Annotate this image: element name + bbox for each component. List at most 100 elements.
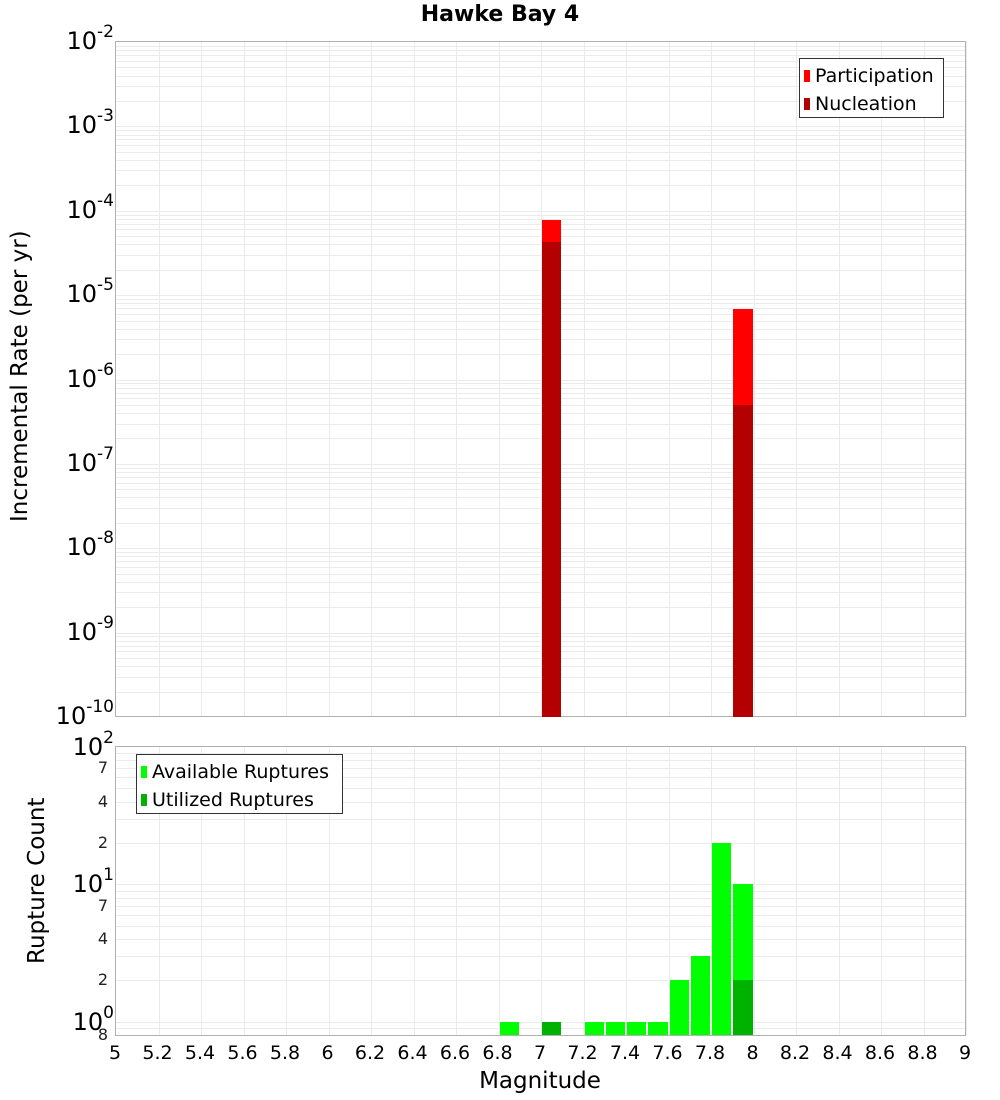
gridline (116, 303, 965, 304)
gridline (116, 552, 965, 553)
gridline (116, 636, 965, 637)
legend-item-available: Available Ruptures (141, 758, 334, 786)
gridline (116, 135, 965, 136)
gridline (116, 229, 965, 230)
y-tick-label: 10-9 (40, 618, 114, 646)
gridline (116, 308, 965, 309)
gridline (116, 472, 965, 473)
gridline (116, 582, 965, 583)
x-tick-label: 9 (940, 1042, 990, 1064)
gridline (116, 666, 965, 667)
bar-available-ruptures (627, 1022, 646, 1035)
gridline (116, 388, 965, 389)
legend-label: Available Ruptures (152, 761, 329, 783)
legend-label: Nucleation (815, 93, 917, 115)
gridline (116, 646, 965, 647)
participation-swatch-icon (804, 70, 810, 82)
gridline (116, 898, 965, 899)
gridline (116, 270, 965, 271)
y-tick-label: 10-7 (40, 449, 114, 477)
gridline (116, 939, 965, 940)
gridline (116, 160, 965, 161)
gridline (116, 884, 965, 885)
gridline (116, 55, 965, 56)
gridline (116, 215, 965, 216)
bar-available-ruptures (691, 956, 710, 1035)
bar-available-ruptures (585, 1022, 604, 1035)
gridline (116, 477, 965, 478)
gridline (116, 956, 965, 957)
gridline (116, 658, 965, 659)
gridline (116, 405, 965, 406)
gridline (116, 314, 965, 315)
y-minor-tick-label: 7 (80, 896, 108, 915)
gridline (116, 607, 965, 608)
bar-available-ruptures (500, 1022, 519, 1035)
y-tick-label: 10-8 (40, 533, 114, 561)
gridline (116, 819, 965, 820)
gridline (116, 211, 965, 212)
gridline (116, 926, 965, 927)
gridline (116, 393, 965, 394)
legend-label: Utilized Ruptures (152, 789, 314, 811)
gridline (116, 329, 965, 330)
y-minor-tick-label: 4 (80, 929, 108, 948)
gridline (116, 651, 965, 652)
gridline (116, 1028, 965, 1029)
gridline (116, 255, 965, 256)
y-minor-tick-label: 7 (80, 758, 108, 777)
y-tick-label: 10-6 (40, 365, 114, 393)
x-axis-label: Magnitude (0, 1068, 1000, 1094)
utilized-swatch-icon (141, 794, 147, 806)
gridline (116, 380, 965, 381)
gridline (116, 438, 965, 439)
gridline (116, 50, 965, 51)
gridline (116, 508, 965, 509)
gridline (116, 145, 965, 146)
gridline (116, 464, 965, 465)
bottom-y-axis-label: Rupture Count (24, 814, 50, 964)
bar-utilized-ruptures (542, 1022, 561, 1035)
gridline (116, 906, 965, 907)
gridline (116, 244, 965, 245)
gridline (116, 556, 965, 557)
top-legend: Participation Nucleation (799, 58, 944, 118)
gridline (116, 483, 965, 484)
bar-available-ruptures (648, 1022, 667, 1035)
nucleation-swatch-icon (804, 98, 810, 110)
bar-nucleation (542, 242, 561, 717)
y-tick-label: 10-4 (40, 196, 114, 224)
gridline (116, 152, 965, 153)
gridline (116, 130, 965, 131)
y-tick-label: 10-10 (40, 702, 114, 730)
gridline (116, 46, 965, 47)
gridline (116, 170, 965, 171)
gridline (116, 497, 965, 498)
top-plot-area (115, 41, 966, 717)
gridline (116, 891, 965, 892)
gridline (116, 224, 965, 225)
y-minor-tick-label: 2 (80, 833, 108, 852)
gridline (966, 42, 967, 716)
legend-item-participation: Participation (804, 62, 935, 90)
bar-available-ruptures (712, 843, 731, 1035)
gridline (116, 236, 965, 237)
gridline (116, 561, 965, 562)
gridline (116, 915, 965, 916)
y-tick-label: 10-2 (40, 27, 114, 55)
gridline (116, 413, 965, 414)
gridline (116, 219, 965, 220)
gridline (116, 574, 965, 575)
bar-available-ruptures (670, 980, 689, 1035)
gridline (116, 424, 965, 425)
gridline (116, 139, 965, 140)
gridline (116, 548, 965, 549)
gridline (116, 677, 965, 678)
gridline (116, 489, 965, 490)
y-tick-label: 10-5 (40, 280, 114, 308)
top-y-axis-label: Incremental Rate (per yr) (7, 232, 33, 522)
gridline (116, 641, 965, 642)
y-tick-label: 10-3 (40, 111, 114, 139)
bar-available-ruptures (606, 1022, 625, 1035)
gridline (116, 126, 965, 127)
